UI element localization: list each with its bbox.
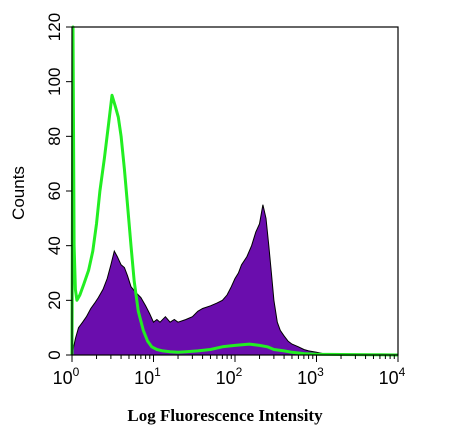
x-tick-label: 104 [379, 365, 406, 388]
x-tick-label: 100 [53, 365, 80, 388]
x-axis: 100 101 102 103 104 [53, 355, 406, 388]
outline-histogram-series [70, 25, 399, 357]
x-tick-label: 101 [134, 365, 161, 388]
y-axis-label: Counts [9, 166, 28, 220]
y-tick-label: 40 [45, 236, 64, 255]
y-tick-label: 0 [45, 350, 64, 359]
y-tick-label: 100 [45, 67, 64, 95]
x-tick-label: 103 [297, 365, 324, 388]
y-axis: 0 20 40 60 80 100 120 [45, 13, 72, 360]
y-tick-label: 120 [45, 13, 64, 41]
x-tick-label: 102 [216, 365, 243, 388]
plot-area [70, 25, 399, 357]
filled-histogram-series [71, 204, 327, 356]
y-tick-label: 60 [45, 182, 64, 201]
x-axis-label: Log Fluorescence Intensity [127, 406, 323, 425]
y-tick-label: 20 [45, 291, 64, 310]
y-tick-label: 80 [45, 127, 64, 146]
